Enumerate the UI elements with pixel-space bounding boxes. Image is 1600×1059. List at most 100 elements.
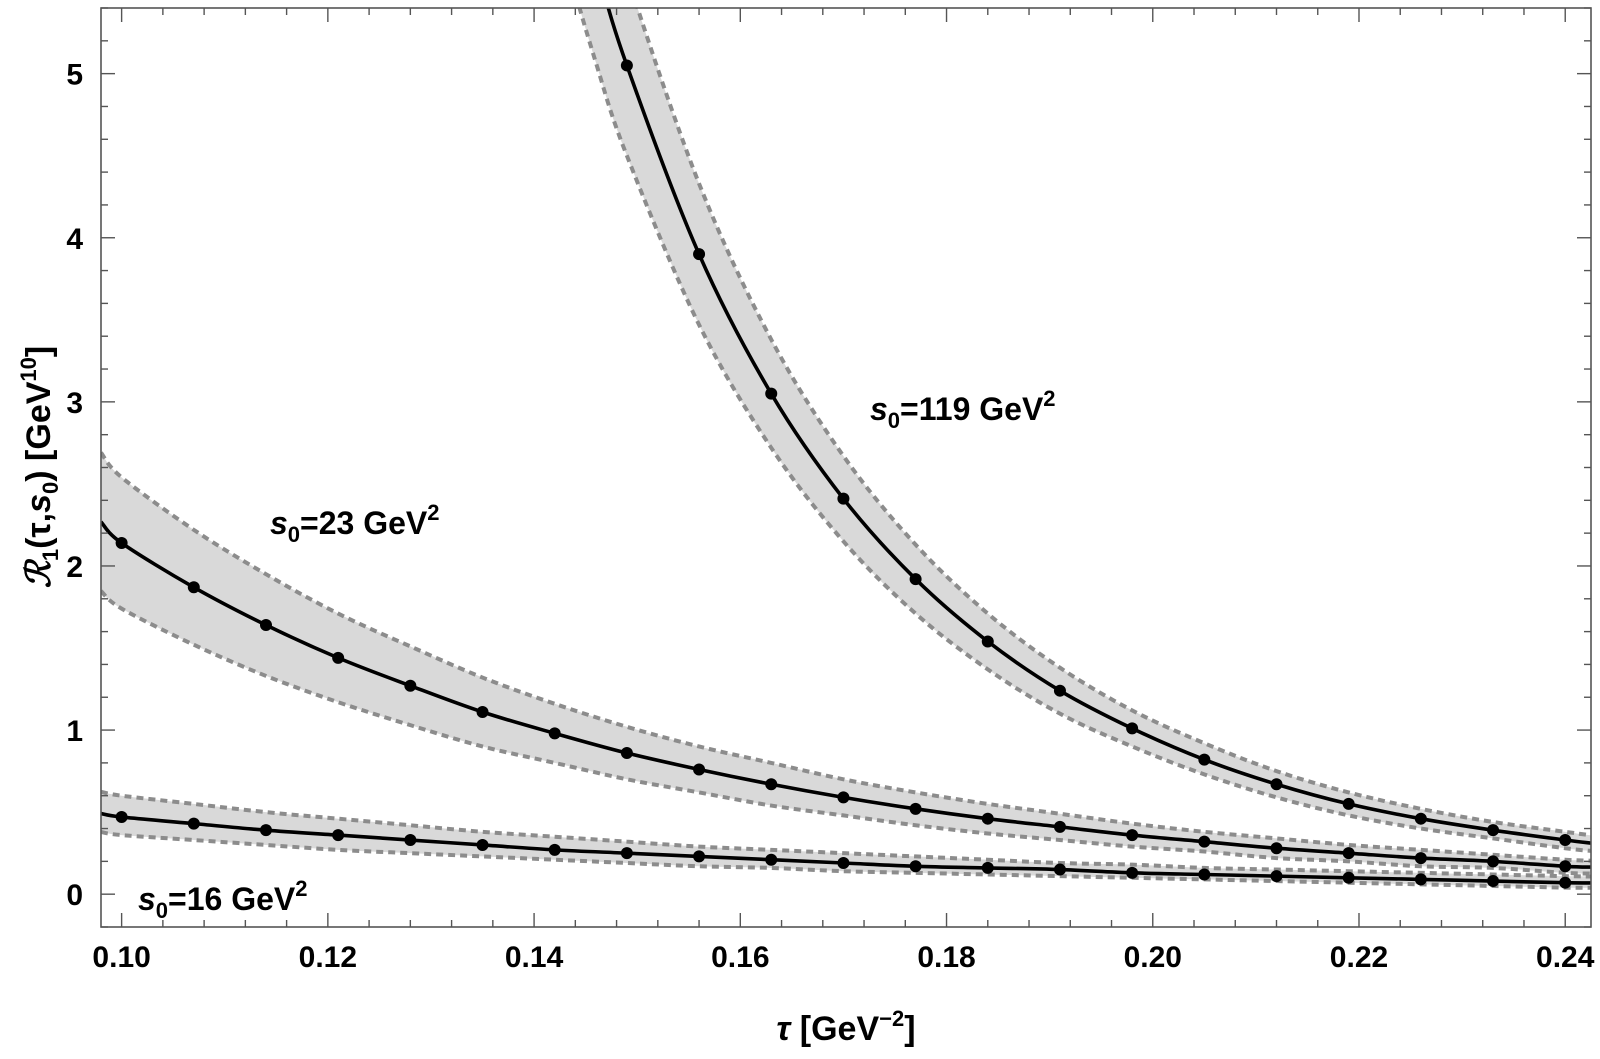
data-point-s0=23-15: [1198, 835, 1211, 848]
curve-label-s0-23-text: =23 GeV: [300, 505, 428, 541]
data-point-s0=23-20: [1559, 860, 1572, 873]
series-s0=16: [101, 789, 1591, 890]
data-point-s0=23-17: [1342, 847, 1355, 860]
series-line-s0=119: [606, 8, 1591, 845]
minor-ticks-group: [101, 7, 1591, 928]
data-point-s0=119-4: [909, 573, 922, 586]
data-point-s0=119-9: [1270, 778, 1283, 791]
data-point-s0=119-0: [620, 59, 633, 72]
data-point-s0=16-10: [837, 857, 850, 869]
data-point-s0=16-2: [259, 824, 272, 837]
data-point-s0=23-8: [693, 763, 706, 776]
data-point-s0=16-7: [620, 847, 633, 860]
curve-label-s0-119-exp: 2: [1043, 386, 1055, 411]
data-point-s0=23-4: [404, 679, 417, 692]
curve-label-s0-23-s: s: [270, 505, 288, 541]
x-axis-unit-close: ]: [904, 1010, 915, 1048]
x-tick-label-2: 0.14: [505, 941, 564, 974]
y-tick-label-5: 5: [66, 59, 83, 92]
data-point-s0=16-17: [1342, 871, 1355, 884]
y-tick-label-2: 2: [66, 551, 83, 584]
curve-label-s0-16-s: s: [138, 881, 156, 917]
data-point-s0=16-15: [1198, 868, 1211, 881]
data-point-s0=23-19: [1487, 855, 1500, 868]
data-point-s0=119-2: [765, 387, 778, 400]
band-upper-s0=16: [101, 789, 1591, 879]
x-tick-label-4: 0.18: [917, 941, 975, 974]
data-point-s0=119-12: [1487, 824, 1500, 837]
curve-label-s0-16-sub: 0: [156, 898, 168, 923]
y-tick-label-4: 4: [66, 223, 83, 256]
band-upper-s0=119: [635, 8, 1591, 838]
curve-label-s0-16: s0=16 GeV2: [138, 876, 308, 923]
data-point-s0=119-5: [981, 635, 994, 648]
band-lower-s0=119: [577, 8, 1591, 853]
x-axis-symbol: τ: [776, 1010, 792, 1048]
data-point-s0=23-6: [548, 727, 561, 740]
bands-group: [101, 8, 1591, 890]
curve-label-s0-23-sub: 0: [288, 522, 300, 547]
data-point-s0=16-16: [1270, 870, 1283, 883]
x-tick-labels: 0.10 0.12 0.14 0.16 0.18 0.20 0.22 0.24: [92, 941, 1594, 974]
x-axis-unit-open: [GeV: [790, 1010, 879, 1048]
y-tick-label-1: 1: [66, 715, 83, 748]
data-point-s0=119-11: [1414, 812, 1427, 825]
curve-label-s0-16-exp: 2: [295, 876, 307, 901]
curve-label-s0-23-exp: 2: [427, 500, 439, 525]
data-point-s0=119-8: [1198, 753, 1211, 766]
y-axis-symbol-sub: 1: [38, 549, 63, 561]
data-point-s0=16-3: [332, 829, 345, 842]
y-axis-arg-s: s: [20, 494, 58, 513]
data-point-s0=23-13: [1053, 820, 1066, 833]
y-axis-title: ℛ1(τ,s0) [GeV10]: [16, 346, 63, 588]
y-axis-unit-open: [GeV: [20, 381, 58, 470]
x-tick-label-0: 0.10: [92, 941, 150, 974]
data-point-s0=23-18: [1414, 852, 1427, 865]
data-point-s0=16-12: [981, 861, 994, 874]
x-tick-label-1: 0.12: [299, 941, 357, 974]
x-axis-title: τ [GeV−2]: [776, 1006, 915, 1048]
y-axis-unit-close: ]: [20, 346, 58, 357]
series-s0=23: [101, 451, 1591, 876]
y-tick-labels: 0 1 2 3 4 5: [66, 59, 83, 913]
major-ticks-group: [101, 8, 1591, 927]
series-s0=119: [577, 8, 1591, 853]
band-fill-s0=119: [579, 8, 1591, 851]
data-point-s0=23-14: [1126, 829, 1139, 842]
data-point-s0=16-20: [1559, 876, 1572, 889]
x-tick-label-6: 0.22: [1330, 941, 1388, 974]
data-point-s0=23-12: [981, 812, 994, 825]
y-axis-args-close: ): [20, 470, 58, 481]
data-point-s0=119-1: [693, 248, 706, 261]
y-axis-arg-sub: 0: [38, 482, 63, 494]
data-point-s0=23-5: [476, 706, 489, 719]
curve-label-s0-119-sub: 0: [888, 408, 900, 433]
data-point-s0=23-10: [837, 791, 850, 804]
data-point-s0=119-13: [1559, 834, 1572, 847]
band-lower-s0=23: [101, 589, 1591, 876]
data-point-s0=16-5: [476, 838, 489, 851]
data-point-s0=23-0: [115, 536, 128, 549]
data-point-s0=23-7: [620, 747, 633, 760]
data-point-s0=23-2: [259, 619, 272, 632]
data-point-s0=16-0: [115, 811, 128, 824]
x-tick-label-3: 0.16: [711, 941, 769, 974]
data-point-s0=16-11: [909, 860, 922, 873]
curve-label-s0-119: s0=119 GeV2: [870, 386, 1056, 433]
curve-label-s0-119-s: s: [870, 391, 888, 427]
data-point-s0=119-7: [1126, 722, 1139, 735]
y-tick-label-0: 0: [66, 879, 83, 912]
y-tick-label-3: 3: [66, 387, 83, 420]
curve-label-s0-23: s0=23 GeV2: [270, 500, 440, 547]
data-point-s0=16-19: [1487, 875, 1500, 888]
data-point-s0=23-9: [765, 778, 778, 791]
data-point-s0=23-1: [187, 581, 200, 594]
curve-label-s0-16-text: =16 GeV: [168, 881, 296, 917]
y-axis-symbol: ℛ: [20, 558, 58, 588]
y-axis-args-open: (τ,: [20, 513, 58, 549]
data-point-s0=119-3: [837, 492, 850, 505]
band-upper-s0=23: [101, 451, 1591, 863]
x-tick-label-7: 0.24: [1536, 941, 1595, 974]
data-point-s0=16-8: [693, 850, 706, 863]
data-point-s0=16-13: [1053, 863, 1066, 876]
